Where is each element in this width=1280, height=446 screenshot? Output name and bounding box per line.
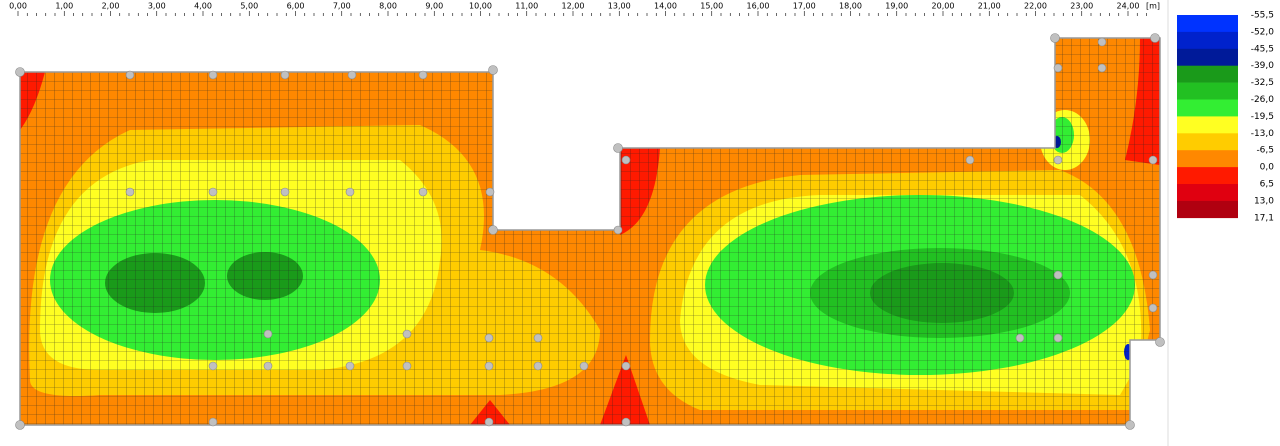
legend-label: 0,0	[1260, 163, 1275, 173]
legend: -55,5 -52,0 -45,5 -39,0 -32,5 -26,0 -19,5 -13,0…	[1177, 11, 1275, 223]
ruler-label: 21,00	[978, 2, 1001, 11]
ruler-label: 18,00	[839, 2, 862, 11]
legend-label: -32,5	[1251, 78, 1274, 88]
ruler-label: 15,00	[700, 2, 723, 11]
legend-swatch	[1177, 200, 1238, 219]
legend-swatch	[1177, 167, 1238, 185]
ruler: 0,00 1,00 2,00 3,00 4,00 5,00 6,00 7,00 8,00 9,00…	[0, 2, 1160, 16]
legend-label: -52,0	[1251, 27, 1275, 37]
ruler-label: 4,00	[194, 2, 212, 11]
ruler-label: 0,00	[9, 2, 27, 11]
ruler-label: 12,00	[562, 2, 585, 11]
legend-swatch	[1177, 65, 1238, 83]
ruler-label: 19,00	[885, 2, 908, 11]
ruler-label: 6,00	[287, 2, 305, 11]
legend-swatch	[1177, 184, 1238, 202]
legend-label: -6,5	[1256, 146, 1274, 156]
legend-swatch	[1177, 82, 1238, 100]
legend-swatch	[1177, 150, 1238, 168]
legend-swatch	[1177, 116, 1238, 134]
ruler-label: 16,00	[747, 2, 770, 11]
ruler-label: 3,00	[148, 2, 166, 11]
ruler-label: 9,00	[425, 2, 443, 11]
ruler-label: 8,00	[379, 2, 397, 11]
legend-label: 17,1	[1254, 213, 1274, 223]
legend-swatch	[1177, 48, 1238, 66]
nodes	[15, 33, 1165, 430]
ruler-label: 20,00	[932, 2, 955, 11]
legend-swatch	[1177, 133, 1238, 151]
legend-label: -39,0	[1251, 61, 1275, 71]
legend-label: -55,5	[1251, 11, 1274, 21]
legend-label: -45,5	[1251, 44, 1274, 54]
ruler-label: 24,00	[1117, 2, 1140, 11]
ruler-label: 1,00	[55, 2, 73, 11]
ruler-label: 22,00	[1024, 2, 1047, 11]
ruler-label: 10,00	[469, 2, 492, 11]
legend-label: -19,5	[1251, 112, 1274, 122]
legend-swatch	[1177, 99, 1238, 117]
ruler-label: 7,00	[333, 2, 351, 11]
legend-swatch	[1177, 31, 1238, 50]
legend-label: 6,5	[1260, 180, 1274, 190]
legend-label: -26,0	[1251, 95, 1275, 105]
ruler-label: 13,00	[608, 2, 631, 11]
legend-label: 13,0	[1254, 196, 1274, 206]
ruler-label: 11,00	[515, 2, 538, 11]
ruler-label: 17,00	[793, 2, 816, 11]
ruler-label: 14,00	[654, 2, 677, 11]
legend-swatch	[1177, 15, 1238, 33]
ruler-label: 2,00	[102, 2, 120, 11]
ruler-unit: [m]	[1146, 2, 1160, 11]
contour-plot	[20, 38, 1160, 425]
ruler-label: 5,00	[240, 2, 258, 11]
ruler-label: 23,00	[1070, 2, 1093, 11]
legend-label: -13,0	[1251, 129, 1275, 139]
